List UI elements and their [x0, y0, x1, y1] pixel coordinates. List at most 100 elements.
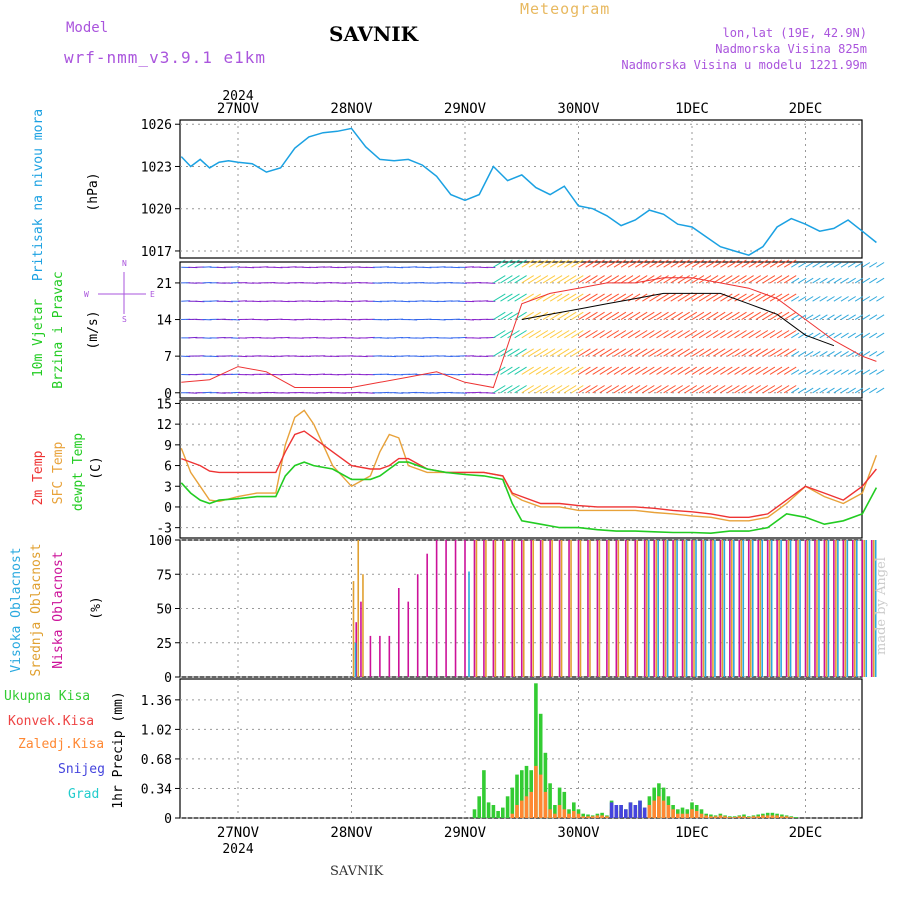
wind-barb	[514, 366, 527, 375]
wind-barb	[500, 293, 513, 302]
wind-barb	[769, 366, 783, 375]
precip-bar	[553, 805, 557, 818]
wind-barb	[656, 259, 669, 268]
wind-barb	[521, 366, 534, 375]
wind-barb	[549, 385, 563, 394]
wind-barb	[776, 366, 790, 375]
compass-south: S	[122, 315, 127, 324]
wind-barb	[613, 311, 627, 320]
precip-bar	[723, 816, 727, 818]
wind-barb	[507, 293, 520, 302]
wind-barb	[542, 275, 556, 284]
wind-barb	[620, 330, 634, 339]
wind-barb	[663, 366, 676, 375]
y-tick-label: 75	[156, 568, 172, 583]
wind-barb	[833, 277, 842, 284]
wind-barb	[783, 385, 797, 394]
precip-bar	[520, 800, 524, 818]
wind-barb	[812, 332, 821, 339]
wind-barb	[755, 275, 769, 284]
wind-barb	[507, 366, 520, 375]
wind-barb	[783, 330, 797, 339]
precip-bar	[676, 813, 680, 818]
temp-panel: 15 12 9 6 3 0 -3	[156, 397, 878, 539]
wind-barb	[840, 369, 849, 375]
wind-barb	[606, 366, 620, 375]
precip-bar	[680, 813, 685, 818]
wind-barb	[769, 275, 783, 284]
wind-barb	[684, 348, 698, 357]
wind-barb	[734, 348, 747, 357]
precip-bar	[543, 791, 548, 818]
y-tick-label: 15	[156, 397, 172, 412]
wind-barb	[769, 259, 783, 268]
wind-barb	[493, 311, 506, 320]
wind-barb	[812, 387, 821, 394]
wind-barb	[783, 259, 797, 268]
wind-barb	[649, 348, 662, 357]
y-tick-label: 1.02	[141, 723, 172, 738]
wind-barb	[606, 330, 620, 339]
wind-barb	[713, 293, 726, 302]
wind-barb	[819, 262, 828, 268]
wind-barb	[634, 330, 648, 339]
precip-bar	[704, 815, 708, 818]
wind-barb	[805, 369, 814, 375]
precip-bar	[590, 816, 595, 818]
wind-barb	[840, 262, 849, 268]
precip-bar	[747, 817, 751, 818]
wind-barb	[713, 385, 726, 394]
wind-speed-black-line	[521, 292, 835, 347]
wind-barb	[805, 350, 814, 357]
wind-barb	[805, 387, 814, 394]
wind-barb	[535, 275, 549, 284]
precip-bar	[491, 805, 496, 818]
precip-bar	[562, 809, 567, 818]
wind-barb	[500, 348, 513, 357]
wind-barb	[748, 259, 761, 268]
wind-barb	[791, 314, 800, 320]
wind-barb	[549, 348, 563, 357]
wind-barb	[521, 385, 534, 394]
wind-barb	[606, 385, 620, 394]
wind-barb	[720, 330, 733, 339]
wind-barb	[698, 330, 712, 339]
wind-barb	[798, 277, 807, 284]
wind-barb	[826, 369, 835, 375]
wind-barb	[791, 332, 800, 339]
precip-bar	[642, 807, 647, 818]
wind-barb	[847, 369, 856, 375]
precip-bar	[586, 816, 590, 818]
wind-barb	[571, 385, 584, 394]
wind-barb	[698, 311, 712, 320]
wind-barb	[762, 330, 776, 339]
wind-barb	[691, 348, 705, 357]
wind-barb	[620, 293, 634, 302]
wind-barb	[599, 348, 612, 357]
wind-barb	[861, 369, 871, 375]
precip-bar	[614, 805, 619, 818]
wind-barb	[677, 348, 690, 357]
wind-barb	[805, 332, 814, 339]
bottom-day-label: 30NOV	[557, 825, 600, 841]
temp2m-line	[181, 430, 877, 518]
wind-barb	[876, 296, 885, 302]
precip-bar	[756, 814, 760, 818]
wind-barb	[812, 369, 821, 375]
wind-barb	[528, 330, 542, 339]
wind-barb	[564, 366, 577, 375]
bottom-day-label: 2DEC	[789, 825, 823, 841]
wind-barb	[713, 348, 726, 357]
wind-unit: (m/s)	[86, 310, 101, 349]
wind-barb	[663, 330, 676, 339]
wind-barb	[684, 311, 698, 320]
wind-barb	[507, 311, 520, 320]
wind-barb	[507, 348, 520, 357]
wind-barb	[500, 275, 513, 284]
wind-barb	[847, 277, 856, 284]
wind-barb	[606, 311, 620, 320]
cloud-side-label: Visoka Oblacnost Srednja Oblacnost Niska…	[9, 543, 104, 676]
wind-barb	[833, 387, 842, 394]
precip-bar	[685, 813, 690, 818]
wind-barb	[677, 366, 690, 375]
